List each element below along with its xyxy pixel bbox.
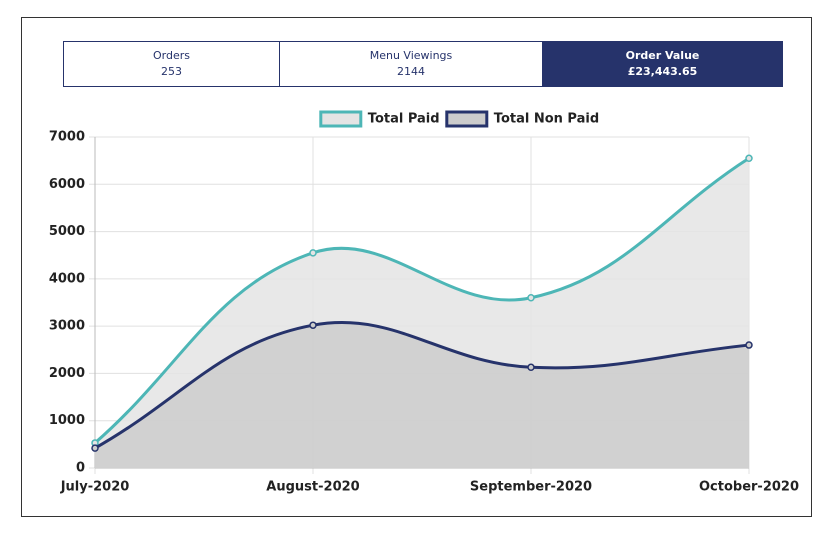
tab-bar: Orders 253 Menu Viewings 2144 Order Valu…	[63, 41, 783, 87]
x-tick-label: July-2020	[60, 480, 130, 495]
x-tick-label: September-2020	[470, 480, 592, 495]
legend-label: Total Paid	[368, 112, 440, 127]
point	[527, 363, 535, 372]
y-tick-label: 5000	[49, 224, 85, 239]
legend-swatch	[319, 110, 363, 128]
frame	[21, 17, 812, 517]
tab[interactable]: Menu Viewings 2144	[279, 42, 542, 86]
y-tick-label: 2000	[49, 366, 85, 381]
legend-swatch	[445, 110, 489, 128]
y-tick-label: 7000	[49, 130, 85, 145]
tab-label: Order Value	[625, 49, 700, 62]
x-tick-label: August-2020	[266, 480, 359, 495]
y-tick-label: 6000	[49, 177, 85, 192]
tab-value: 2144	[397, 65, 425, 78]
point	[309, 321, 317, 329]
point	[527, 294, 535, 302]
area	[95, 322, 749, 468]
y-tick-label: 3000	[49, 319, 85, 334]
tab-value: £23,443.65	[627, 65, 698, 78]
point	[745, 341, 753, 349]
tab[interactable]: Order Value £23,443.65	[542, 42, 782, 86]
x-tick-label: October-2020	[699, 480, 799, 495]
legend-label: Total Non Paid	[494, 112, 599, 127]
line	[94, 320, 750, 450]
y-tick-label: 1000	[49, 413, 85, 428]
y-tick-label: 4000	[49, 271, 85, 286]
y-tick-label: 0	[76, 461, 85, 476]
line	[94, 157, 750, 445]
point	[745, 154, 753, 163]
tab[interactable]: Orders 253	[64, 42, 279, 86]
tab-label: Orders	[153, 49, 190, 62]
point	[309, 249, 317, 257]
point	[91, 444, 99, 452]
tab-label: Menu Viewings	[369, 49, 453, 62]
tab-value: 253	[161, 65, 182, 78]
